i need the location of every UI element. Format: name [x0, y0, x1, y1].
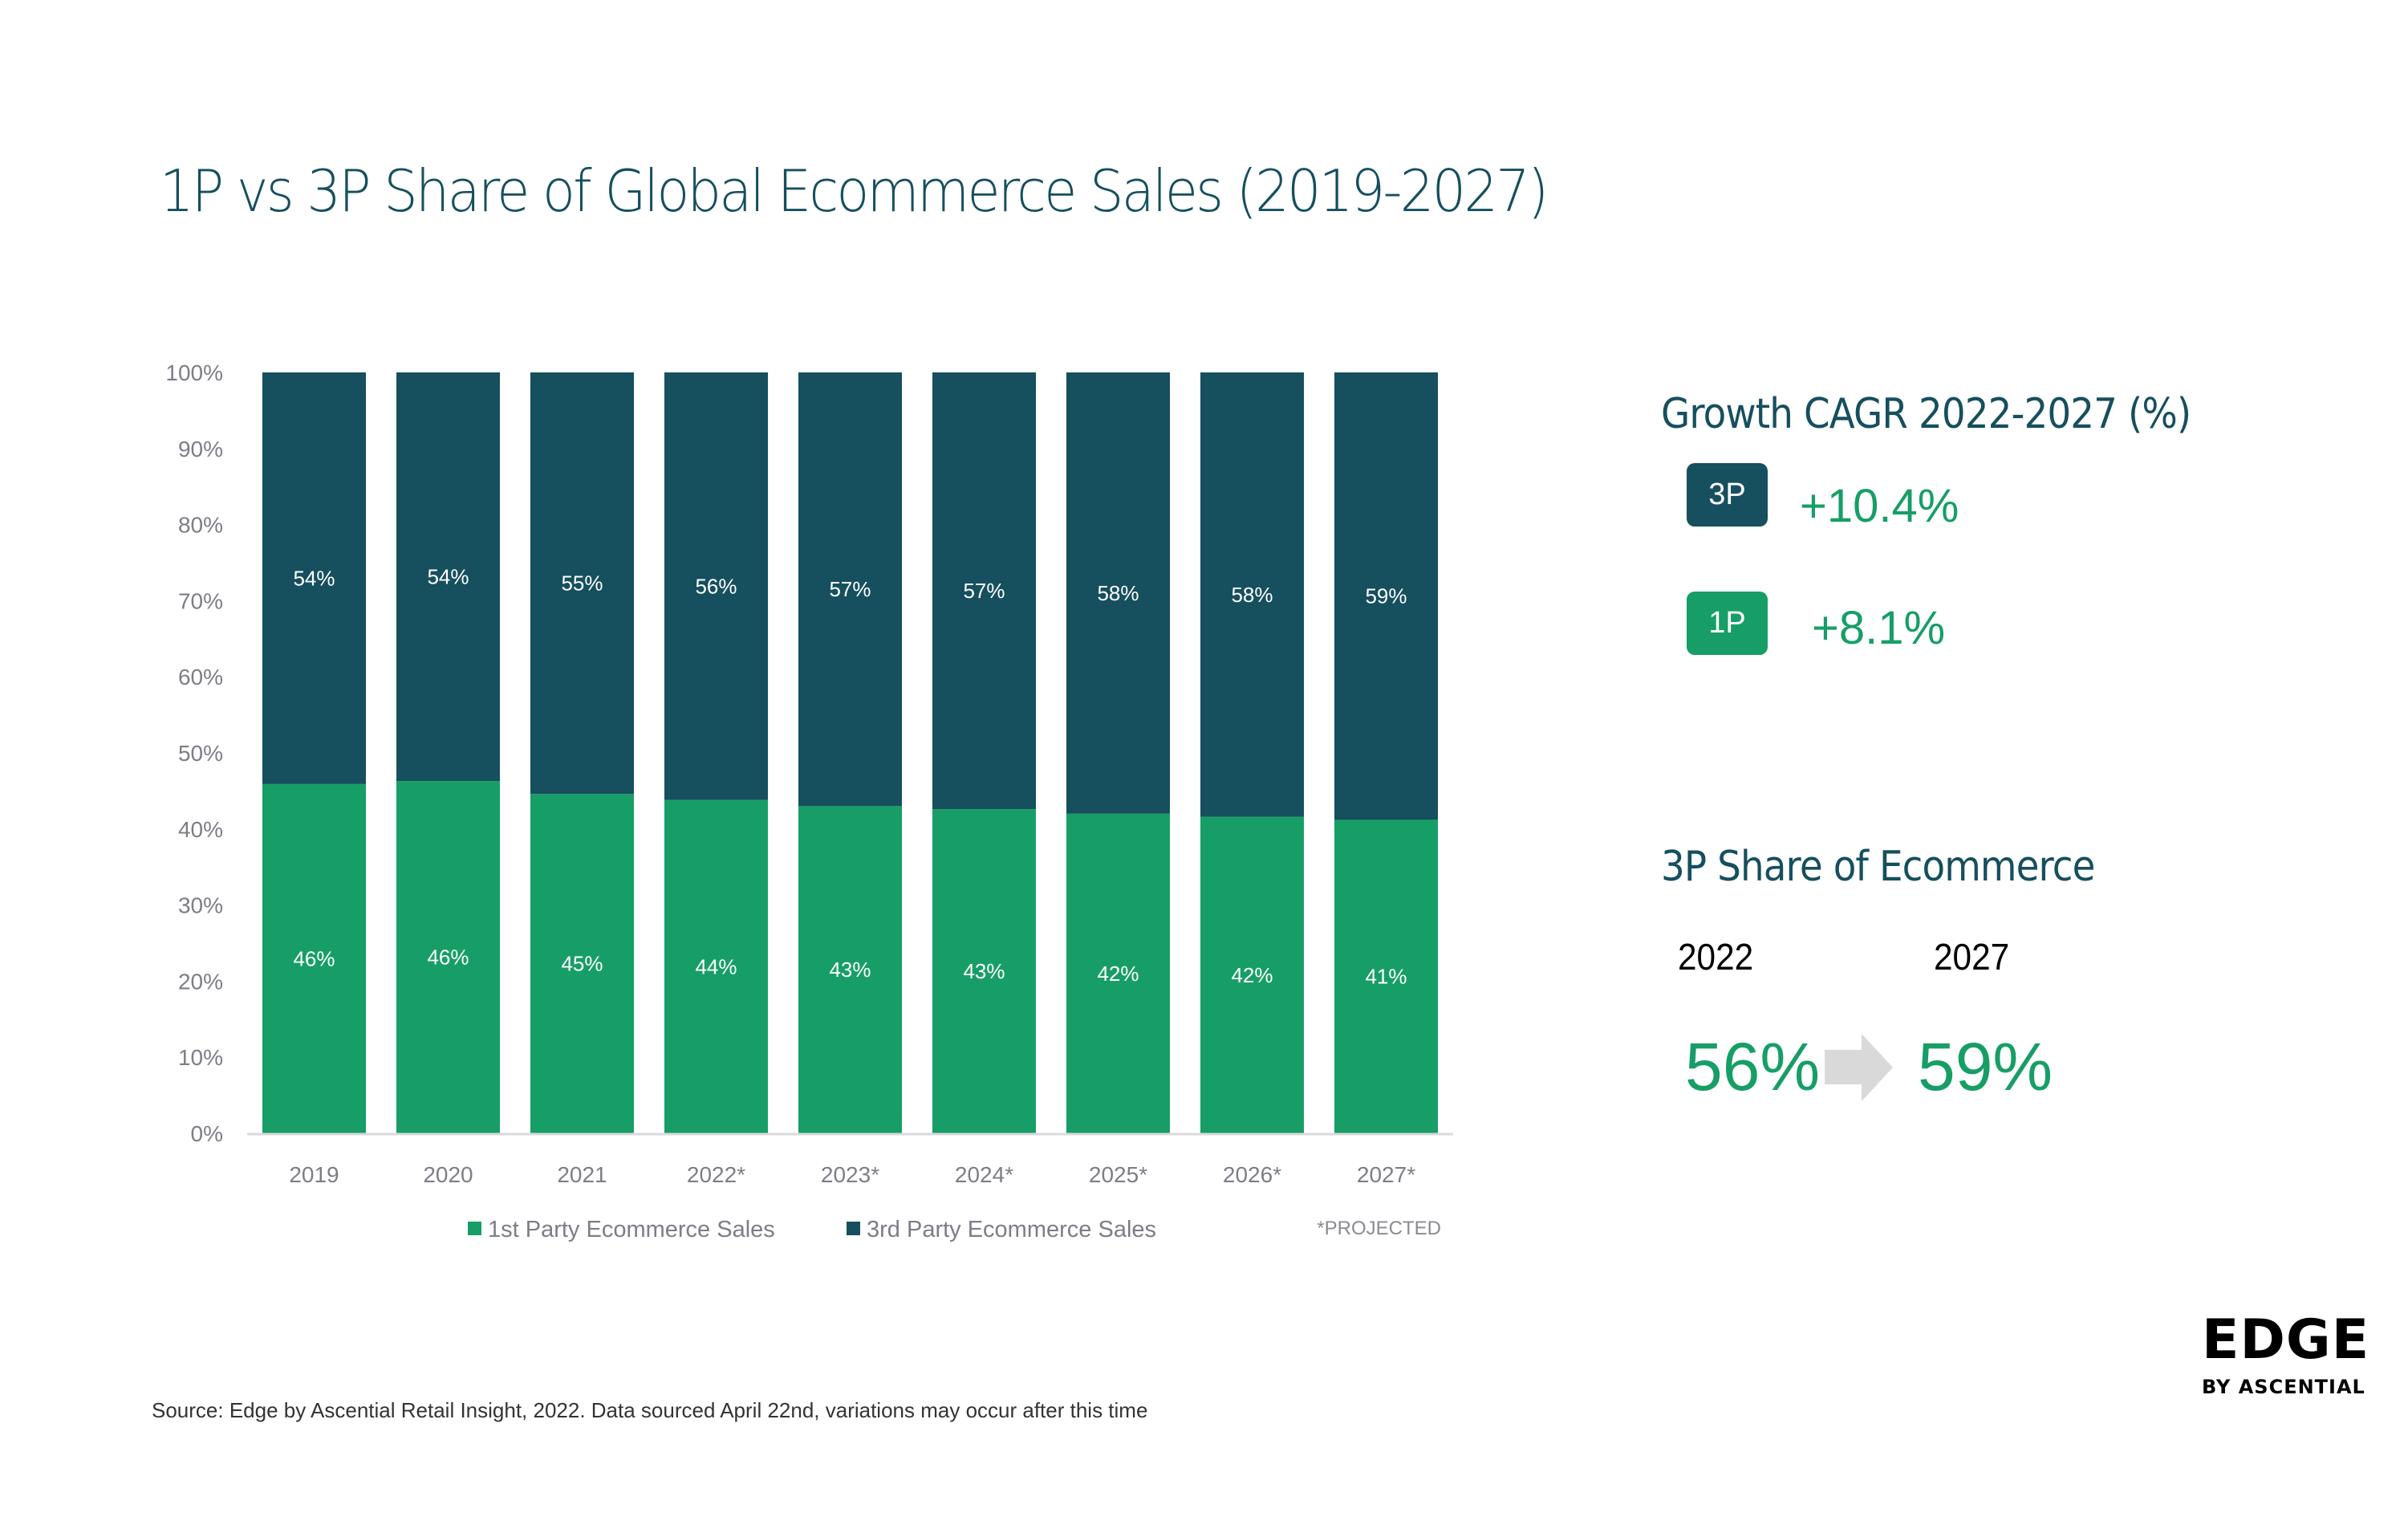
- bar-segment-3p: [1334, 372, 1438, 820]
- y-tick-label: 30%: [178, 893, 223, 918]
- bar-segment-3p: [396, 372, 500, 782]
- source-note: Source: Edge by Ascential Retail Insight…: [152, 1398, 1148, 1422]
- edge-logo: EDGE BY ASCENTIAL: [2202, 1313, 2369, 1397]
- bar-data-label-3p: 58%: [1097, 581, 1139, 605]
- x-tick-label: 2022*: [687, 1162, 745, 1187]
- bar-data-label-3p: 57%: [963, 579, 1005, 603]
- bar-segment-3p: [530, 372, 634, 795]
- bar-segment-3p: [1200, 372, 1304, 817]
- bar-segment-1p: [1200, 816, 1304, 1133]
- x-tick-label: 2024*: [955, 1162, 1013, 1187]
- cagr-value-1p: +8.1%: [1812, 602, 1946, 654]
- x-tick-label: 2026*: [1223, 1162, 1281, 1187]
- bar-data-label-3p: 54%: [427, 565, 469, 589]
- y-tick-label: 80%: [178, 513, 223, 538]
- bar-segment-1p: [664, 799, 768, 1133]
- y-tick-label: 100%: [165, 360, 223, 385]
- x-axis: 2019 2020 2021 2022* 2023* 2024* 2025* 2026* 202…: [289, 1162, 1415, 1187]
- bar-data-label-1p: 42%: [1231, 963, 1273, 987]
- badge-3p: 3P: [1687, 463, 1768, 527]
- bar-data-label-3p: 57%: [829, 577, 871, 601]
- y-tick-label: 10%: [178, 1045, 223, 1070]
- y-tick-label: 70%: [178, 588, 223, 613]
- share-heading: 3P Share of Ecommerce: [1661, 843, 2095, 891]
- share-from-value: 56%: [1685, 1029, 1821, 1104]
- x-tick-label: 2023*: [821, 1162, 879, 1187]
- logo-subtitle: BY ASCENTIAL: [2202, 1376, 2365, 1398]
- bar-segment-3p: [932, 372, 1036, 810]
- bar-group: 46% 54%: [396, 372, 500, 1133]
- y-tick-label: 0%: [191, 1121, 223, 1146]
- bar-data-label-1p: 42%: [1097, 962, 1139, 986]
- bar-group: 42% 58%: [1066, 372, 1170, 1133]
- badge-1p: 1P: [1687, 592, 1768, 655]
- bar-segment-3p: [798, 372, 902, 807]
- bar-group: 44% 56%: [664, 372, 768, 1133]
- bar-data-label-1p: 44%: [695, 954, 737, 978]
- cagr-heading: Growth CAGR 2022-2027 (%): [1661, 390, 2191, 438]
- share-to-value: 59%: [1918, 1029, 2053, 1104]
- y-axis: 0% 10% 20% 30% 40% 50% 60% 70% 80% 90% 100%: [165, 360, 223, 1146]
- x-tick-label: 2019: [289, 1162, 339, 1187]
- bar-segment-3p: [262, 372, 366, 784]
- bar-data-label-3p: 59%: [1365, 584, 1407, 608]
- bar-data-label-1p: 43%: [963, 959, 1005, 983]
- x-tick-label: 2020: [423, 1162, 473, 1187]
- bar-group: 46% 54%: [262, 372, 366, 1133]
- bar-segment-1p: [262, 783, 366, 1133]
- legend-swatch-3p: [847, 1222, 860, 1235]
- bar-data-label-1p: 46%: [293, 946, 335, 970]
- y-tick-label: 50%: [178, 741, 223, 766]
- badge-3p-label: 3P: [1708, 478, 1746, 511]
- bar-data-label-1p: 43%: [829, 958, 871, 982]
- bar-group: 42% 58%: [1200, 372, 1304, 1133]
- projected-note: *PROJECTED: [1317, 1218, 1441, 1239]
- bar-group: 43% 57%: [932, 372, 1036, 1133]
- bar-data-label-1p: 46%: [427, 946, 469, 970]
- page-title: 1P vs 3P Share of Global Ecommerce Sales…: [160, 157, 1549, 225]
- share-from-year: 2022: [1678, 936, 1754, 978]
- bars: 46% 54% 46% 54% 45% 55% 44% 56% 43% 57% 43% 57% 42% 5…: [262, 372, 1438, 1133]
- bar-segment-3p: [1066, 372, 1170, 814]
- bar-group: 41% 59%: [1334, 372, 1438, 1133]
- legend-label-3p: 3rd Party Ecommerce Sales: [867, 1217, 1156, 1242]
- bar-segment-1p: [932, 809, 1036, 1133]
- y-tick-label: 60%: [178, 665, 223, 689]
- bar-group: 43% 57%: [798, 372, 902, 1133]
- bar-segment-1p: [530, 794, 634, 1133]
- bar-data-label-3p: 55%: [561, 571, 603, 596]
- bar-segment-1p: [798, 806, 902, 1133]
- logo-wordmark: EDGE: [2202, 1308, 2370, 1372]
- y-tick-label: 20%: [178, 969, 223, 994]
- bar-segment-1p: [1066, 813, 1170, 1133]
- x-tick-label: 2021: [557, 1162, 607, 1187]
- bar-data-label-1p: 45%: [561, 952, 603, 976]
- arrow-right-icon: [1825, 1034, 1893, 1101]
- y-tick-label: 90%: [178, 437, 223, 462]
- share-to-year: 2027: [1934, 936, 2010, 978]
- cagr-value-3p: +10.4%: [1800, 480, 1959, 532]
- x-tick-label: 2025*: [1089, 1162, 1147, 1187]
- y-tick-label: 40%: [178, 817, 223, 842]
- bar-segment-1p: [396, 781, 500, 1133]
- legend: 1st Party Ecommerce Sales 3rd Party Ecom…: [468, 1217, 1156, 1242]
- bar-data-label-3p: 54%: [293, 566, 335, 590]
- legend-swatch-1p: [468, 1222, 481, 1235]
- bar-data-label-3p: 58%: [1231, 583, 1273, 607]
- bar-group: 45% 55%: [530, 372, 634, 1133]
- x-tick-label: 2027*: [1357, 1162, 1415, 1187]
- bar-segment-1p: [1334, 819, 1438, 1133]
- badge-1p-label: 1P: [1708, 606, 1746, 640]
- bar-data-label-3p: 56%: [695, 574, 737, 598]
- legend-label-1p: 1st Party Ecommerce Sales: [488, 1217, 775, 1242]
- bar-segment-3p: [664, 372, 768, 800]
- bar-data-label-1p: 41%: [1365, 965, 1407, 989]
